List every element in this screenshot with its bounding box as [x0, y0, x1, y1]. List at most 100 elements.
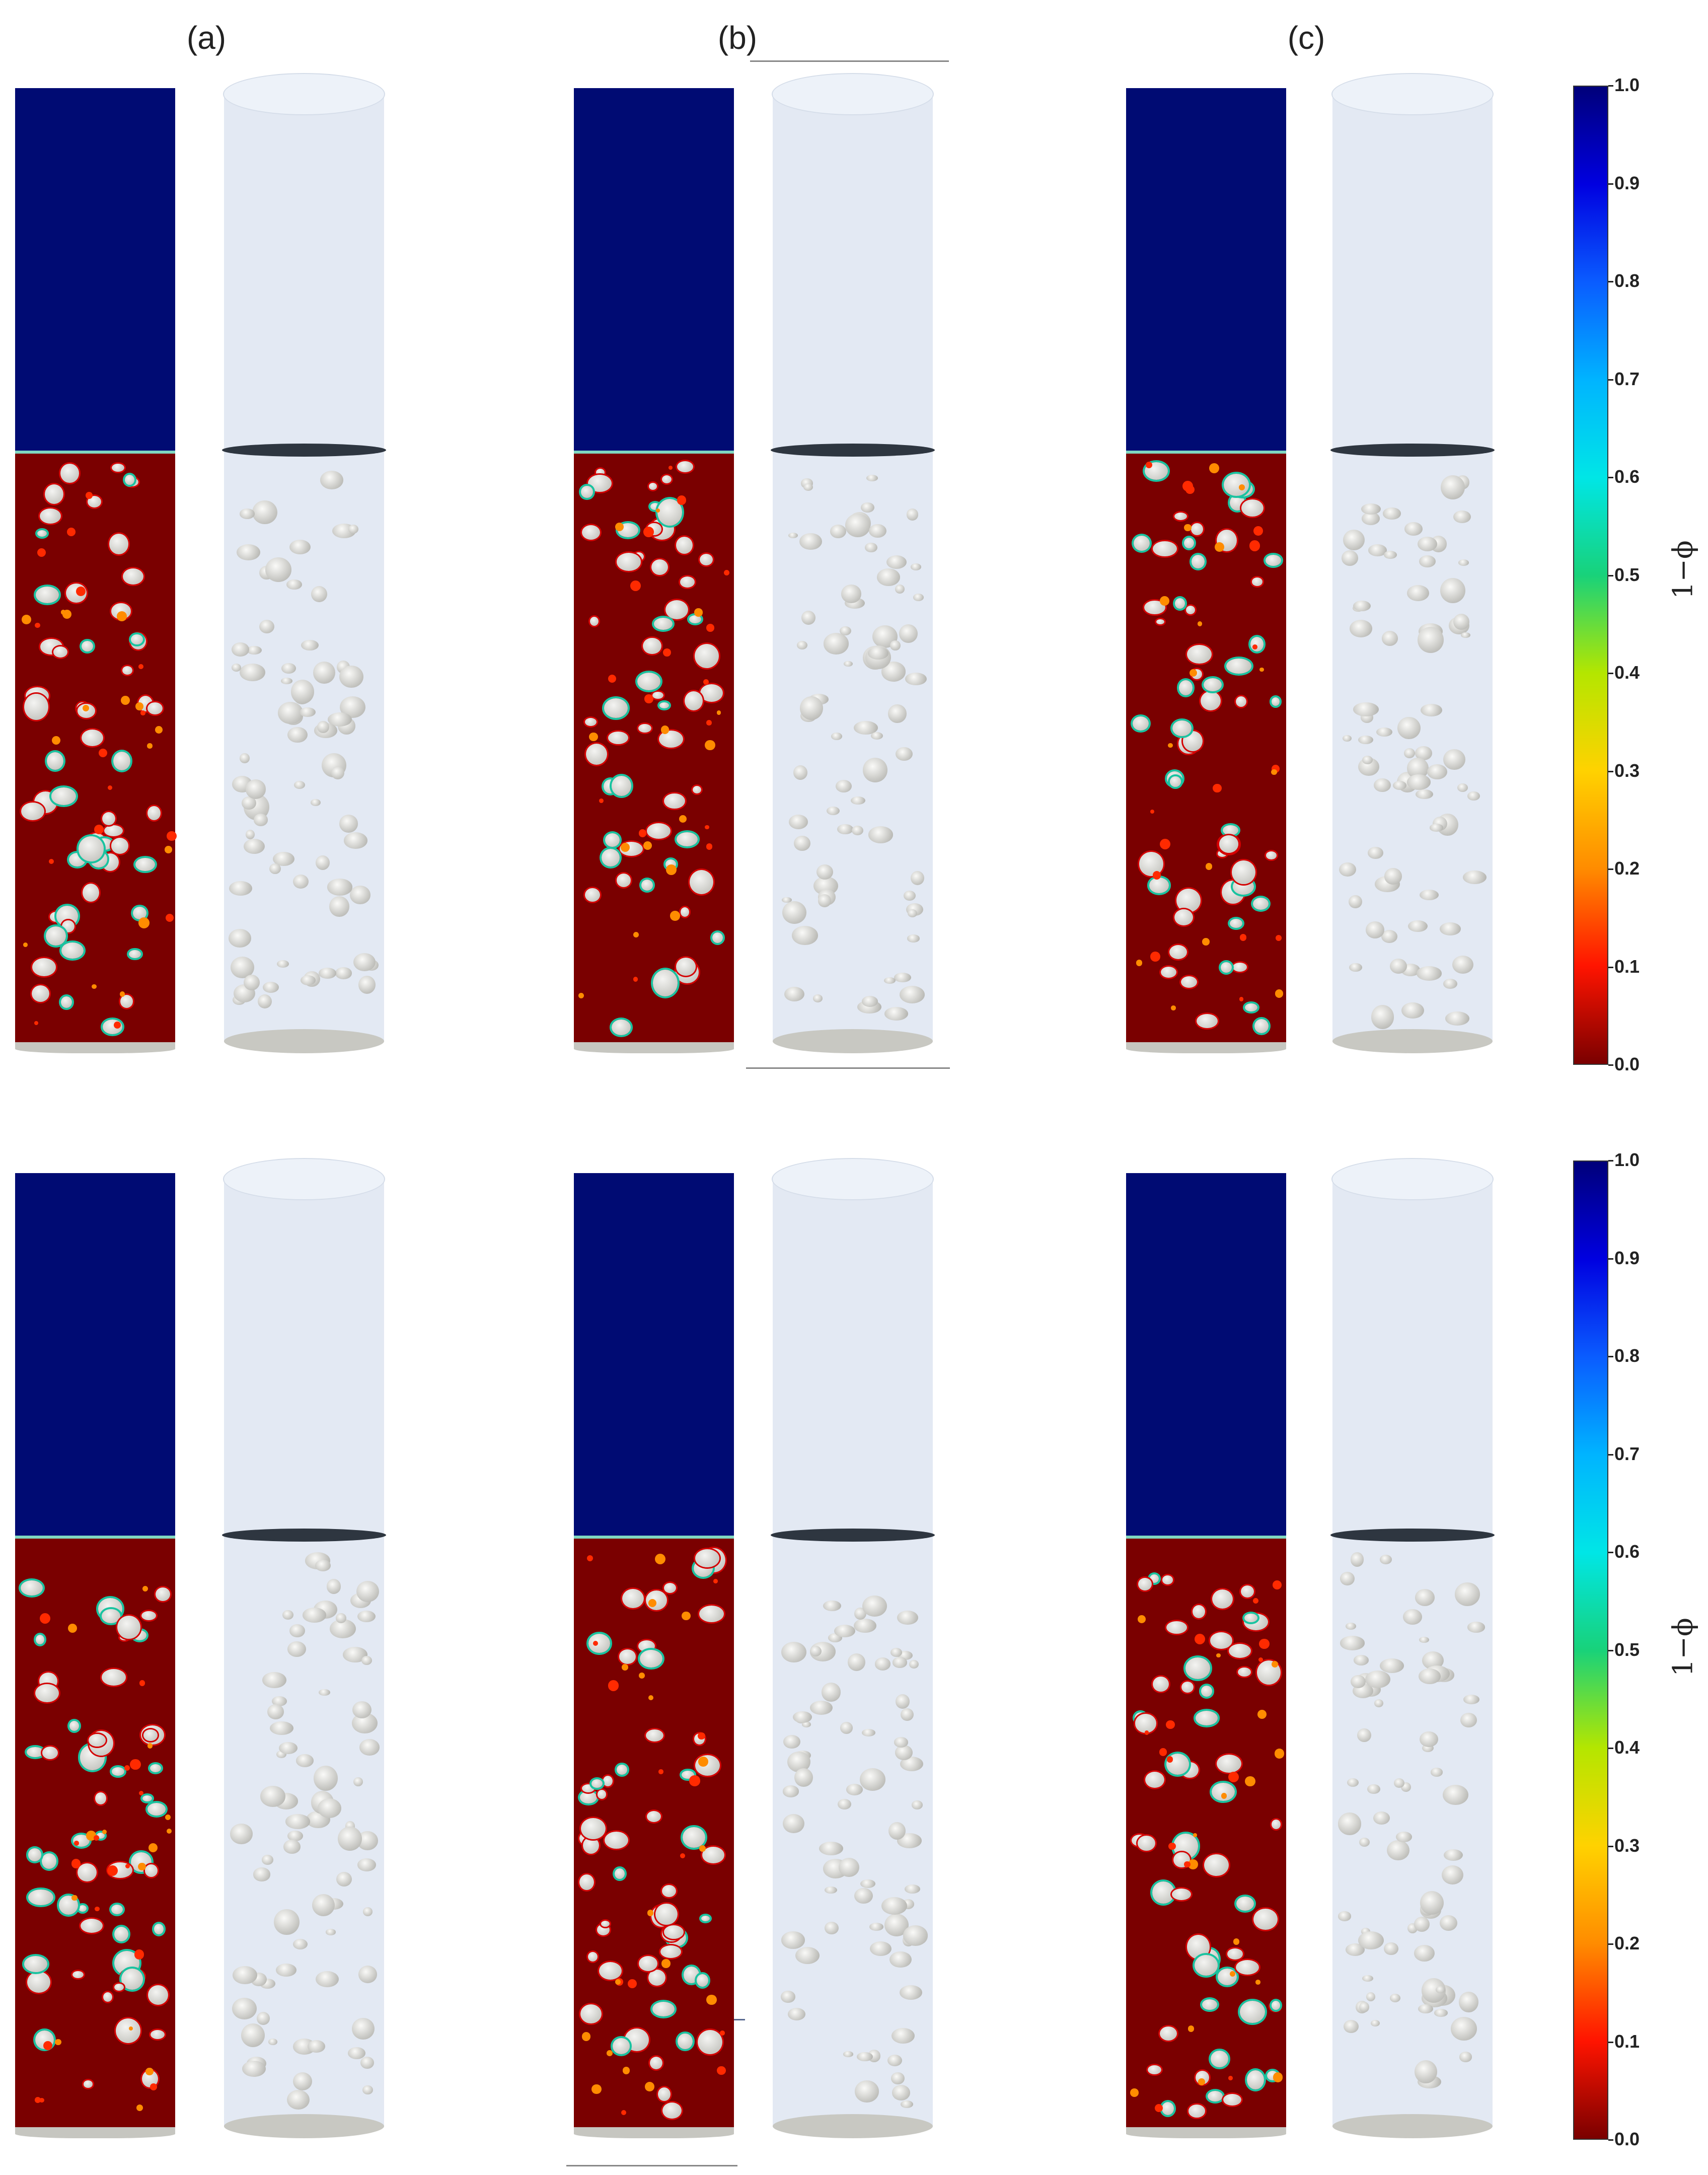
bubble [1219, 835, 1238, 853]
bubble [61, 996, 72, 1008]
phase-fraction-spot [1136, 960, 1143, 967]
bubble [1228, 1644, 1251, 1658]
phase-fraction-spot [1197, 621, 1203, 626]
bubble [1365, 1670, 1391, 1689]
phase-fraction-spot [43, 2041, 53, 2050]
colorbar-tick-label: 0.3 [1614, 1835, 1640, 1856]
bubble [360, 2056, 375, 2069]
bubble [1185, 1657, 1211, 1679]
bubble [870, 1941, 892, 1956]
bubble [585, 888, 600, 902]
bubble [114, 1926, 129, 1941]
bubble [147, 806, 161, 820]
bubble [1236, 696, 1246, 707]
column-top-cap [772, 1158, 934, 1200]
bubble [41, 1853, 57, 1869]
bubble [783, 1734, 801, 1749]
bubble [232, 1998, 257, 2020]
phase-fraction-spot [1209, 463, 1219, 473]
bubble [696, 1974, 708, 1987]
bubble [80, 1918, 103, 1933]
bubble [1233, 963, 1247, 972]
colorbar-tick-mark [1608, 1258, 1613, 1260]
bubble [1347, 1778, 1359, 1787]
bubble [648, 483, 657, 490]
bubble [862, 758, 888, 783]
bubble [801, 611, 816, 625]
bubble [821, 1683, 841, 1702]
bubble [617, 1765, 627, 1775]
bubble [81, 640, 93, 652]
bubble [336, 1871, 352, 1887]
colorbar-tick-mark [1608, 1160, 1613, 1162]
bubble [676, 958, 696, 976]
phase-fraction-spot [129, 2026, 133, 2031]
phase-fraction-spot [1146, 461, 1153, 468]
bubble [277, 702, 304, 724]
bubble [28, 1848, 42, 1861]
bubble [823, 1600, 841, 1611]
bubble [601, 848, 620, 866]
bubble [1222, 825, 1239, 835]
phase-fraction-spot [723, 569, 729, 575]
bubble [1240, 1585, 1254, 1598]
bubble [1365, 921, 1385, 938]
bubble [698, 2029, 722, 2055]
phase-fraction-spot [622, 2067, 630, 2074]
bubble [292, 874, 309, 889]
bubble [287, 727, 308, 743]
bubble [660, 1945, 682, 1958]
bubble [1366, 1992, 1376, 2002]
phase-fraction-spot [21, 615, 31, 624]
bubble [638, 724, 651, 733]
bubble [897, 1610, 918, 1625]
phase-fraction-spot [145, 2067, 154, 2076]
bubble [229, 929, 252, 948]
bubble [892, 1657, 908, 1668]
phase-fraction-spot [1215, 542, 1225, 552]
bubble [112, 464, 124, 472]
phase-fraction-spot [76, 587, 86, 597]
phase-fraction-spot [706, 843, 713, 850]
bubble [1440, 578, 1466, 604]
phase-fraction-spot [643, 841, 652, 850]
bubble [243, 974, 260, 991]
bubble [604, 698, 628, 718]
bubble [32, 958, 56, 976]
colorbar-tick-mark [1608, 2139, 1613, 2141]
liquid-region [1126, 451, 1286, 1042]
bubble [892, 2085, 911, 2100]
bubble [286, 579, 303, 590]
column-bottom-bubble-layer [773, 1029, 933, 1053]
bubble [1390, 958, 1407, 974]
bubble [51, 787, 77, 806]
bubble [1170, 776, 1181, 787]
bubble [597, 1924, 610, 1935]
volume-fraction-slice [1126, 1173, 1286, 2127]
bubble [581, 1818, 606, 1839]
colorbar-tick-mark [1608, 1748, 1613, 1749]
bubble [1338, 1812, 1361, 1836]
phase-fraction-spot [1228, 2076, 1233, 2080]
decor-line-mid-b [746, 1067, 950, 1069]
bubble [1453, 614, 1469, 630]
bubble [793, 765, 807, 780]
bubble [619, 1649, 636, 1664]
bubble [665, 600, 689, 620]
bubble [581, 525, 601, 540]
phase-fraction-spot [1253, 526, 1263, 536]
phase-fraction-spot [1255, 1980, 1260, 1985]
bubble [150, 1764, 162, 1772]
phase-fraction-spot [1273, 2072, 1283, 2082]
bubble [890, 1647, 903, 1657]
phase-fraction-spot [34, 1021, 39, 1026]
decor-line-bottom-b2 [566, 2165, 737, 2166]
bubble [282, 1610, 293, 1620]
bubble [1245, 1003, 1258, 1012]
phase-fraction-spot [689, 1775, 700, 1786]
phase-fraction-spot [23, 942, 28, 948]
bubble [316, 855, 330, 870]
phase-fraction-spot [1150, 810, 1155, 814]
bubble [911, 1800, 923, 1809]
phase-fraction-spot [593, 1640, 599, 1646]
